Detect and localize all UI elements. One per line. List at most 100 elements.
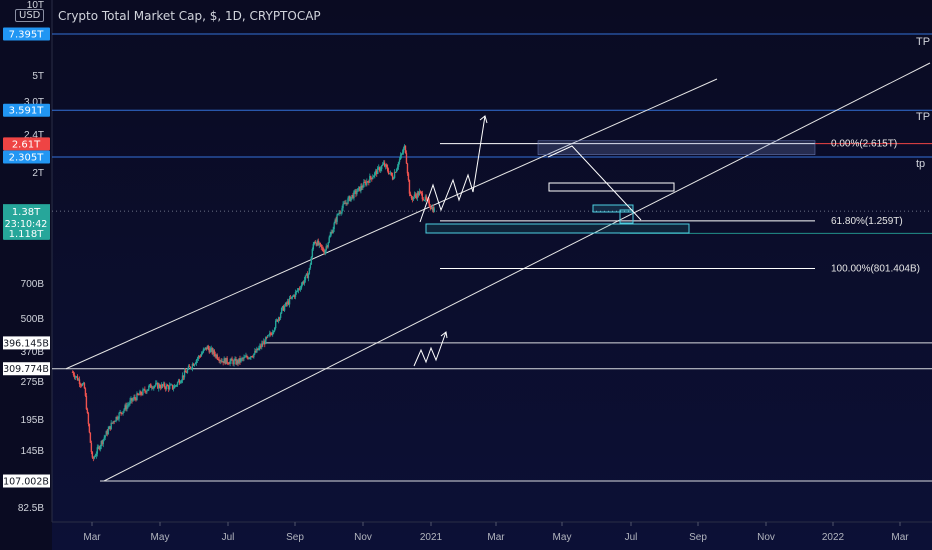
candle-body (253, 353, 255, 357)
x-tick-label: Sep (689, 532, 707, 543)
candle-body (167, 386, 170, 390)
candle-body (223, 358, 225, 363)
candle-body (416, 192, 419, 199)
candle-body (179, 382, 182, 384)
candle-body (255, 351, 257, 353)
candle-body (197, 356, 200, 359)
candle-body (425, 196, 427, 200)
candle-body (316, 240, 318, 246)
candle-body (199, 356, 202, 358)
y-tick-label: 145B (21, 446, 45, 457)
x-tick-label: May (553, 532, 572, 543)
candle-body (270, 333, 272, 335)
candle-body (164, 387, 167, 389)
candle-body (169, 384, 172, 386)
candle-body (156, 382, 158, 384)
level-tag[interactable] (3, 150, 50, 164)
candle-body (258, 347, 260, 350)
candle-body (280, 308, 283, 314)
candle-body (230, 358, 232, 361)
candle-body (408, 180, 411, 194)
y-tick-label: 2T (32, 168, 44, 179)
supply-zone-box[interactable] (537, 140, 816, 155)
candle-body (122, 411, 124, 414)
candle-body (348, 196, 350, 199)
candle-body (382, 162, 385, 165)
candle-body (292, 295, 295, 297)
candle-body (372, 177, 374, 180)
currency-badge[interactable]: USD (15, 9, 45, 22)
candle-body (182, 375, 185, 378)
candle-body (173, 385, 176, 389)
candle-body (224, 358, 226, 364)
candle-body (431, 207, 433, 210)
candle-body (361, 185, 363, 188)
candle-body (157, 382, 159, 389)
candle-body (75, 376, 78, 378)
candle-body (143, 389, 145, 390)
tiny-zone-box[interactable] (619, 209, 634, 224)
candle-body (140, 391, 142, 395)
candle-body (381, 165, 383, 169)
candle-body (389, 172, 392, 174)
candle-body (387, 170, 390, 174)
candle-body (246, 355, 248, 358)
candle-body (208, 348, 210, 353)
candle-body (139, 391, 141, 395)
candle-body (186, 369, 189, 373)
channel-lower-line[interactable] (103, 62, 931, 482)
resistance-box[interactable] (548, 182, 675, 192)
candle-body (117, 418, 119, 420)
candle-body (163, 383, 166, 388)
x-tick-label: Nov (354, 532, 372, 543)
level-tag[interactable] (3, 336, 50, 350)
candle-body (415, 195, 418, 199)
candle-body (294, 292, 297, 297)
arrow-head-lower (440, 331, 448, 339)
x-tick-label: Sep (286, 532, 304, 543)
candle-body (227, 362, 229, 364)
candle-body (103, 437, 105, 440)
candle-body (358, 186, 360, 189)
candle-body (203, 348, 206, 350)
level-tag[interactable] (3, 27, 50, 41)
candle-body (155, 383, 157, 386)
candle-body (88, 423, 91, 433)
candle-body (407, 173, 410, 181)
candle-body (423, 200, 426, 201)
candle-body (211, 348, 213, 354)
candle-body (376, 170, 378, 175)
level-tag[interactable] (3, 362, 50, 376)
candle-body (262, 343, 264, 345)
candle-body (202, 349, 205, 353)
price-tag-current[interactable] (3, 204, 50, 231)
candle-body (228, 363, 230, 365)
candle-body (170, 384, 173, 386)
price-tag-red[interactable] (3, 137, 50, 151)
candle-body (411, 198, 414, 200)
small-zone-box[interactable] (592, 204, 634, 213)
candle-body (275, 319, 278, 321)
candle-body (196, 358, 199, 361)
candle-body (174, 385, 177, 387)
candle-body (334, 219, 336, 224)
level-tag-text: 107.002B (3, 477, 49, 488)
x-tick-label: Nov (757, 532, 775, 543)
candle-body (320, 244, 322, 248)
channel-upper-line[interactable] (65, 78, 718, 370)
level-tag[interactable] (3, 103, 50, 117)
level-tag[interactable] (3, 474, 50, 488)
candle-body (180, 380, 183, 383)
candle-body (272, 330, 275, 333)
candle-body (204, 347, 207, 349)
demand-zone-box[interactable] (425, 223, 690, 234)
candle-body (299, 288, 302, 290)
candle-body (380, 168, 382, 171)
y-tick-label: 10T (27, 0, 44, 11)
candle-body (321, 247, 323, 249)
candle-body (405, 153, 408, 164)
y-axis-panel[interactable] (0, 0, 52, 550)
level-tag-text: 309.774B (3, 364, 49, 375)
candle-body (403, 145, 406, 149)
